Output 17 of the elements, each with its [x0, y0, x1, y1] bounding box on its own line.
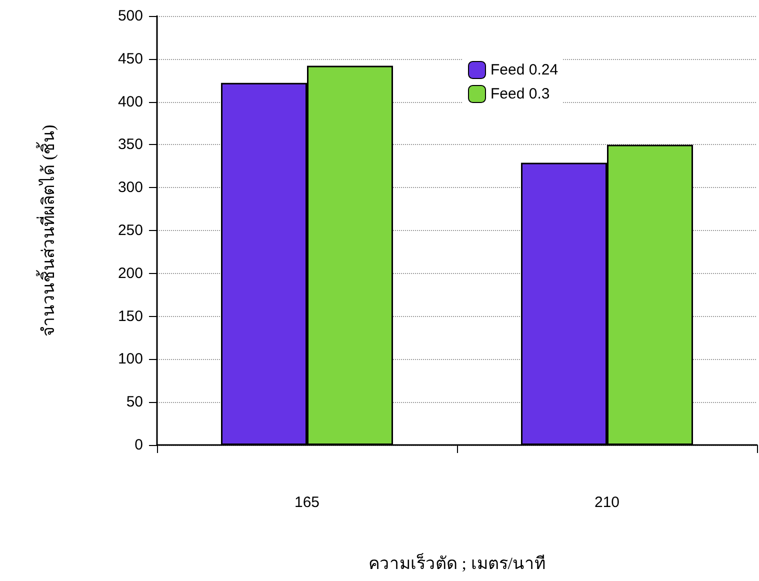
y-tick-label: 400: [118, 93, 143, 110]
x-tick-label: 210: [594, 494, 620, 511]
y-tick-label: 50: [126, 394, 143, 411]
y-tick-label: 500: [118, 8, 143, 24]
y-tick-label: 150: [118, 308, 143, 325]
legend-label: Feed 0.24: [490, 62, 558, 78]
x-axis-title: ความเร็วตัด ; เมตร/นาที: [368, 552, 546, 573]
y-tick-label: 0: [134, 436, 143, 454]
y-axis-title: จำนวนชิ้นส่วนที่ผลิตได้ (ชิ้น): [36, 124, 58, 336]
y-tick-label: 300: [118, 179, 143, 196]
y-tick-label: 450: [118, 50, 143, 68]
y-tick-label: 250: [118, 222, 143, 239]
legend-label: Feed 0.3: [490, 86, 550, 102]
y-tick-label: 100: [118, 350, 143, 368]
y-tick-label: 350: [118, 136, 143, 154]
y-tick-label: 200: [118, 264, 143, 282]
x-tick-label: 165: [294, 494, 320, 511]
